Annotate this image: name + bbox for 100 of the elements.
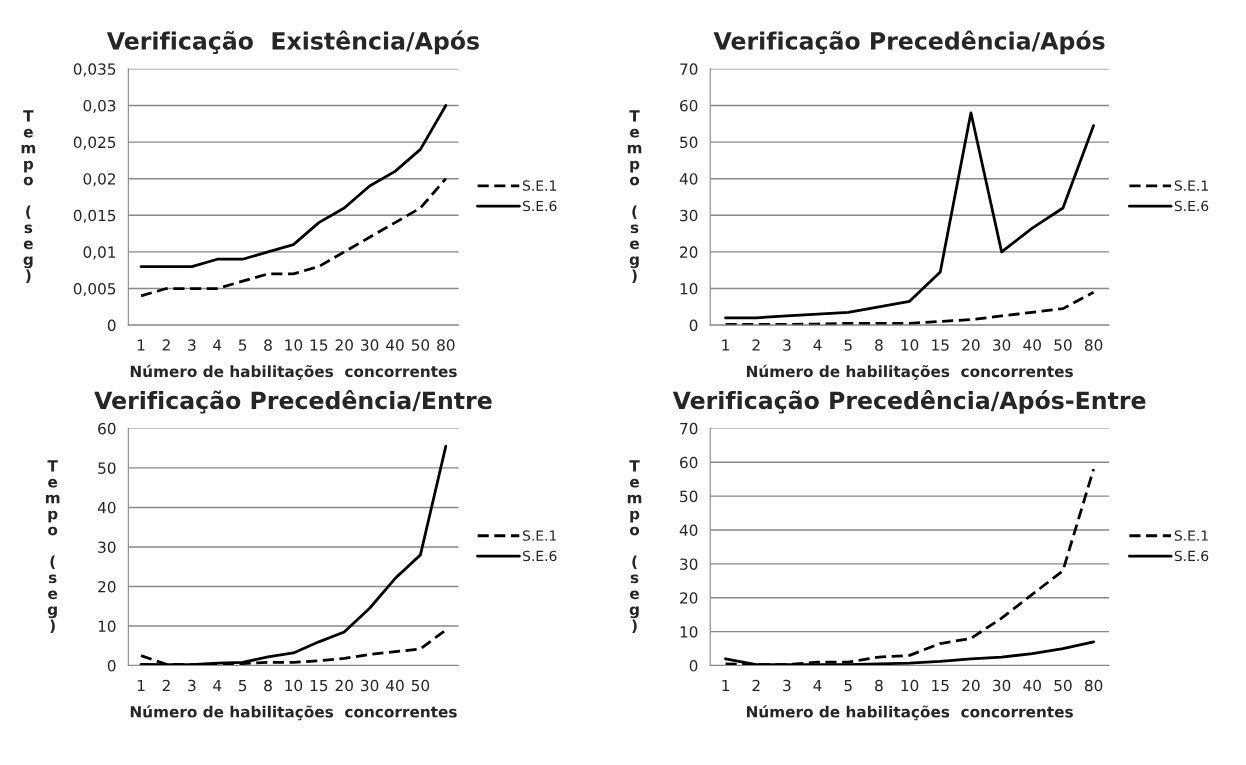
x-tick-label: 10 [901, 679, 919, 692]
x-tick-label: 5 [844, 679, 852, 692]
legend-label: S.E.6 [522, 550, 557, 562]
line-series [139, 444, 448, 666]
y-tick-label: 50 [680, 136, 698, 149]
y-tick-label: 0,005 [73, 282, 116, 297]
x-tick-label: 20 [335, 339, 353, 351]
x-tick-label: 15 [310, 679, 328, 692]
x-tick-label: 40 [1023, 339, 1041, 351]
x-tick-label: 2 [752, 339, 760, 351]
y-tick-label: 70 [680, 63, 698, 75]
x-tick-label: 20 [962, 679, 980, 692]
x-tick-label: 3 [783, 339, 791, 351]
y-tick-label: 0 [689, 319, 698, 332]
text: Tempo (seg) [21, 110, 36, 284]
x-tick-label: 1 [137, 679, 145, 692]
x-tick-label: 40 [386, 339, 404, 351]
legend-label: S.E.1 [1174, 180, 1208, 191]
line-series [724, 467, 1095, 666]
x-tick-label: 8 [875, 679, 883, 692]
x-tick-label: 5 [238, 339, 247, 351]
y-tick-label: 10 [680, 282, 698, 295]
x-tick-label: 50 [1054, 339, 1072, 351]
y-tick-label: 0,02 [83, 173, 115, 187]
y-tick-label: 0 [689, 660, 698, 672]
x-tick-label: 15 [310, 339, 328, 351]
x-tick-label: 40 [386, 679, 404, 692]
chart-title: Verificação Precedência/Entre [94, 390, 492, 414]
line-series [139, 177, 448, 298]
x-tick-label: 40 [1023, 679, 1041, 692]
x-tick-label: 30 [361, 339, 379, 351]
line-series [139, 104, 448, 268]
x-tick-label: 15 [932, 339, 949, 351]
y-tick-label: 10 [680, 626, 698, 638]
chart-title: Verificação Existência/Após [106, 30, 479, 55]
x-tick-label: 20 [335, 679, 353, 692]
x-tick-label: 10 [901, 339, 919, 351]
x-tick-label: 30 [993, 679, 1011, 692]
y-tick-label: 10 [98, 620, 116, 633]
y-tick-label: 60 [680, 99, 698, 112]
x-tick-label: 2 [162, 339, 170, 351]
x-tick-label: 4 [213, 679, 222, 692]
y-tick-label: 50 [680, 490, 698, 503]
x-tick-label: 50 [411, 339, 430, 351]
text: Tempo (seg) [45, 460, 60, 633]
y-tick-label: 60 [98, 422, 116, 435]
x-tick-label: 8 [264, 679, 272, 692]
y-tick-label: 0,035 [73, 63, 116, 77]
x-axis-title: Número de habilitações concorrentes [130, 364, 457, 380]
x-tick-label: 8 [875, 339, 883, 351]
x-tick-label: 1 [722, 679, 729, 692]
text: Tempo (seg) [627, 460, 642, 633]
y-tick-label: 0,03 [83, 99, 116, 114]
y-tick-label: 40 [679, 173, 698, 185]
x-axis-title: Número de habilitações concorrentes [746, 364, 1073, 380]
y-tick-label: 20 [98, 580, 116, 593]
x-tick-label: 1 [137, 339, 145, 351]
y-tick-label: 0,01 [83, 246, 116, 260]
x-tick-label: 4 [213, 339, 222, 351]
x-tick-label: 3 [188, 679, 196, 692]
x-tick-label: 30 [361, 679, 379, 692]
y-tick-label: 0,025 [73, 136, 116, 150]
x-tick-label: 3 [188, 339, 196, 351]
x-tick-label: 5 [238, 679, 247, 692]
chart-title: Verificação Precedência/Após [713, 30, 1105, 55]
y-tick-label: 30 [98, 541, 116, 553]
x-tick-label: 8 [264, 339, 272, 351]
y-tick-label: 70 [680, 422, 698, 435]
x-tick-label: 2 [752, 679, 760, 692]
x-tick-label: 2 [162, 679, 170, 692]
line-series [724, 290, 1095, 326]
x-tick-label: 10 [285, 339, 303, 351]
y-tick-label: 60 [680, 456, 698, 469]
y-tick-label: 30 [680, 209, 698, 222]
x-tick-label: 50 [411, 679, 430, 692]
x-tick-label: 1 [722, 339, 729, 351]
x-tick-label: 80 [437, 339, 455, 351]
legend-label: S.E.1 [522, 530, 557, 541]
legend-label: S.E.6 [1174, 550, 1209, 562]
x-tick-label: 5 [844, 339, 852, 351]
y-tick-label: 30 [680, 558, 698, 570]
x-tick-label: 80 [1084, 339, 1103, 351]
legend-label: S.E.6 [1174, 200, 1209, 212]
chart-title: Verificação Precedência/Após-Entre [672, 390, 1146, 414]
x-axis-title: Número de habilitações concorrentes [746, 705, 1073, 721]
y-tick-label: 50 [98, 462, 116, 474]
y-tick-label: 0 [107, 660, 116, 672]
x-tick-label: 10 [285, 679, 303, 692]
x-tick-label: 20 [962, 339, 980, 351]
x-tick-label: 3 [783, 679, 791, 692]
legend-label: S.E.1 [1174, 530, 1208, 541]
y-tick-label: 40 [679, 524, 698, 537]
x-tick-label: 4 [813, 679, 822, 692]
x-tick-label: 30 [993, 339, 1011, 351]
legend-label: S.E.1 [522, 180, 557, 191]
y-tick-label: 20 [680, 592, 698, 604]
x-tick-label: 4 [813, 339, 822, 351]
x-tick-label: 50 [1054, 679, 1072, 692]
y-tick-label: 40 [97, 501, 116, 514]
text: Tempo (seg) [627, 110, 642, 284]
